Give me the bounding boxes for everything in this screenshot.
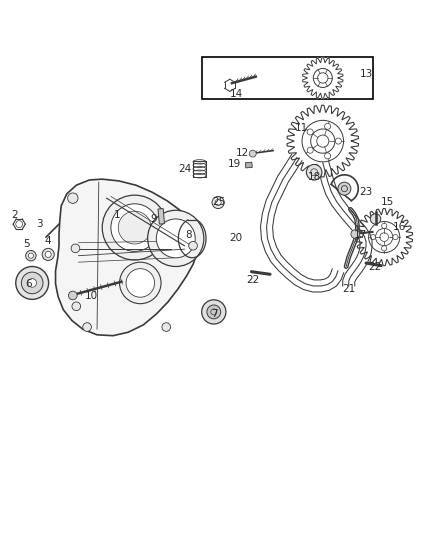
Circle shape xyxy=(71,244,80,253)
Text: 23: 23 xyxy=(360,187,373,197)
Circle shape xyxy=(83,322,92,332)
Circle shape xyxy=(381,223,387,229)
Text: 21: 21 xyxy=(342,284,355,294)
Text: 11: 11 xyxy=(294,123,308,133)
Circle shape xyxy=(126,269,155,297)
Text: 13: 13 xyxy=(360,69,373,79)
Circle shape xyxy=(111,204,159,252)
Circle shape xyxy=(307,147,313,154)
Text: 25: 25 xyxy=(212,198,226,207)
Bar xyxy=(202,56,372,99)
Circle shape xyxy=(162,322,170,332)
Text: 17: 17 xyxy=(354,230,367,240)
Circle shape xyxy=(68,291,77,300)
Polygon shape xyxy=(287,105,359,177)
Polygon shape xyxy=(303,58,343,98)
Text: 24: 24 xyxy=(178,164,191,174)
Circle shape xyxy=(307,129,313,135)
Circle shape xyxy=(67,193,78,204)
Text: 2: 2 xyxy=(11,209,18,220)
Polygon shape xyxy=(356,208,413,265)
Text: 12: 12 xyxy=(236,148,249,158)
Text: 7: 7 xyxy=(212,309,218,319)
Circle shape xyxy=(381,246,387,251)
Text: 5: 5 xyxy=(23,239,30,249)
Text: 8: 8 xyxy=(185,230,192,240)
Text: 4: 4 xyxy=(45,236,52,246)
Circle shape xyxy=(28,253,33,259)
Text: 9: 9 xyxy=(151,214,157,224)
Circle shape xyxy=(28,279,36,287)
Circle shape xyxy=(45,252,51,257)
Text: 16: 16 xyxy=(393,222,406,232)
Circle shape xyxy=(336,138,341,144)
Circle shape xyxy=(120,262,161,304)
Circle shape xyxy=(393,235,398,240)
Circle shape xyxy=(202,300,226,324)
Circle shape xyxy=(156,219,195,258)
Circle shape xyxy=(26,251,36,261)
Circle shape xyxy=(118,211,151,244)
Circle shape xyxy=(325,123,331,130)
Bar xyxy=(158,208,165,224)
Circle shape xyxy=(72,302,81,311)
Text: 20: 20 xyxy=(230,233,243,244)
Text: 6: 6 xyxy=(25,279,32,289)
Text: 10: 10 xyxy=(85,291,98,301)
Circle shape xyxy=(351,230,360,238)
Circle shape xyxy=(371,214,381,224)
Circle shape xyxy=(21,272,43,294)
Text: 3: 3 xyxy=(36,219,43,229)
Circle shape xyxy=(325,153,331,159)
Circle shape xyxy=(306,165,322,180)
Circle shape xyxy=(249,150,256,157)
Circle shape xyxy=(212,197,224,208)
Circle shape xyxy=(148,211,204,266)
Circle shape xyxy=(371,235,375,240)
Circle shape xyxy=(42,248,54,261)
Text: 19: 19 xyxy=(227,159,241,168)
Circle shape xyxy=(16,266,49,300)
Text: 22: 22 xyxy=(368,262,381,272)
Circle shape xyxy=(215,199,221,206)
Text: 1: 1 xyxy=(114,211,121,221)
Text: 22: 22 xyxy=(246,276,259,285)
Circle shape xyxy=(189,241,198,250)
Circle shape xyxy=(102,195,167,260)
Polygon shape xyxy=(56,179,200,336)
Text: 18: 18 xyxy=(307,172,321,182)
Circle shape xyxy=(207,305,221,319)
Text: 14: 14 xyxy=(230,88,243,99)
Bar xyxy=(245,162,252,168)
Circle shape xyxy=(338,182,351,195)
Text: 15: 15 xyxy=(381,198,394,207)
